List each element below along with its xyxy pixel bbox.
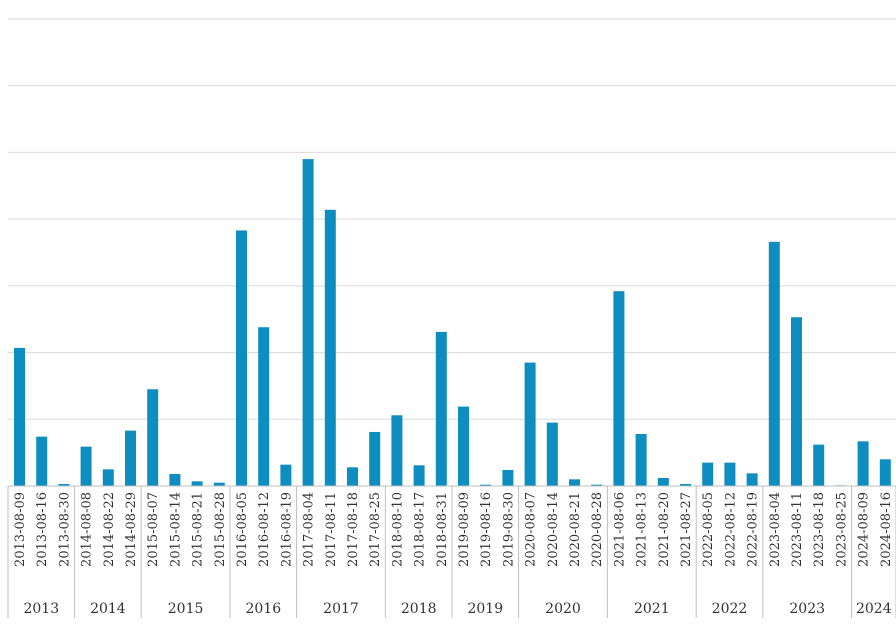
bar — [125, 430, 136, 486]
x-tick-label: 2023-08-25 — [834, 492, 849, 567]
x-tick-label: 2021-08-13 — [635, 492, 650, 567]
bar — [502, 469, 514, 486]
bar — [302, 159, 314, 486]
x-tick-label: 2019-08-30 — [501, 492, 516, 567]
year-label: 2015 — [168, 601, 204, 617]
x-tick-label: 2018-08-10 — [390, 492, 405, 567]
x-tick-label: 2022-08-19 — [746, 492, 761, 567]
bar — [80, 446, 92, 486]
bar — [613, 291, 625, 486]
x-tick-label: 2016-08-05 — [235, 492, 250, 567]
x-tick-label: 2021-08-20 — [657, 492, 672, 567]
bar — [813, 444, 825, 486]
bar — [191, 481, 203, 486]
bar — [768, 241, 780, 486]
x-tick-label: 2015-08-14 — [168, 492, 183, 567]
year-label: 2016 — [245, 601, 281, 617]
bar — [347, 467, 358, 486]
x-tick-label: 2020-08-21 — [568, 492, 583, 567]
x-tick-label: 2018-08-17 — [413, 492, 428, 567]
x-tick-label: 2013-08-16 — [35, 492, 50, 567]
bar — [746, 473, 758, 486]
year-label: 2020 — [545, 601, 581, 617]
x-tick-label: 2019-08-16 — [479, 492, 494, 567]
x-tick-label: 2017-08-04 — [302, 492, 317, 567]
x-tick-label: 2014-08-29 — [124, 492, 139, 567]
x-tick-label: 2023-08-18 — [812, 492, 827, 567]
year-label: 2014 — [90, 601, 126, 617]
x-tick-label: 2021-08-27 — [679, 492, 694, 567]
bar — [546, 422, 558, 486]
bar — [369, 431, 381, 486]
bar — [169, 473, 181, 486]
year-label: 2023 — [789, 601, 825, 617]
bar — [724, 462, 736, 486]
bar — [280, 464, 292, 486]
x-tick-label: 2016-08-12 — [257, 492, 272, 567]
bar — [435, 331, 447, 486]
bar — [147, 389, 159, 486]
bar — [879, 459, 891, 486]
x-tick-label: 2015-08-21 — [191, 492, 206, 567]
x-tick-label: 2020-08-07 — [524, 492, 539, 567]
x-tick-label: 2022-08-05 — [701, 492, 716, 567]
x-tick-label: 2024-08-16 — [879, 492, 894, 567]
bar — [458, 406, 469, 486]
x-tick-label: 2014-08-08 — [80, 492, 95, 567]
x-tick-label: 2022-08-12 — [723, 492, 738, 567]
gridlines — [8, 18, 896, 420]
bar — [569, 479, 580, 486]
x-tick-label: 2013-08-30 — [57, 492, 72, 567]
x-tick-label: 2023-08-11 — [790, 492, 805, 567]
bar — [680, 483, 691, 486]
bar — [391, 415, 403, 486]
year-label: 2024 — [856, 601, 892, 617]
x-tick-labels: 2013-08-09 2013-08-16 2013-08-30 2014-08-08… — [13, 492, 894, 567]
bar — [791, 317, 802, 486]
x-tick-label: 2021-08-06 — [612, 492, 627, 567]
bar — [324, 209, 336, 486]
x-tick-label: 2015-08-07 — [146, 492, 161, 567]
x-tick-label: 2020-08-28 — [590, 492, 605, 567]
bar — [857, 441, 869, 486]
x-tick-label: 2016-08-19 — [279, 492, 294, 567]
year-label: 2021 — [634, 601, 670, 617]
x-tick-label: 2017-08-25 — [368, 492, 383, 567]
year-label: 2013 — [23, 601, 59, 617]
year-label: 2019 — [467, 601, 503, 617]
year-label: 2017 — [323, 601, 359, 617]
bar — [236, 230, 247, 486]
year-label: 2022 — [712, 601, 748, 617]
x-tick-label: 2017-08-11 — [324, 492, 339, 567]
bar — [635, 433, 647, 486]
x-tick-label: 2019-08-09 — [457, 492, 472, 567]
bar — [102, 469, 114, 486]
bar — [591, 484, 603, 486]
bar — [58, 483, 70, 486]
x-tick-label: 2013-08-09 — [13, 492, 28, 567]
bar — [702, 462, 714, 486]
x-tick-label: 2015-08-28 — [213, 492, 228, 567]
x-tick-label: 2024-08-09 — [857, 492, 872, 567]
x-tick-label: 2020-08-14 — [546, 492, 561, 567]
x-tick-label: 2023-08-04 — [768, 492, 783, 567]
bar — [213, 482, 225, 486]
bars — [14, 159, 891, 486]
bar — [480, 484, 492, 486]
bar — [258, 327, 270, 486]
year-label: 2018 — [401, 601, 437, 617]
bar — [14, 347, 25, 486]
year-group-labels: 2013 2014 2015 2016 2017 2018 2019 2020 2021 2022… — [7, 486, 896, 618]
x-tick-label: 2014-08-22 — [102, 492, 117, 567]
bar — [657, 477, 669, 486]
bar — [36, 436, 48, 486]
bar — [524, 362, 536, 486]
bar — [413, 465, 425, 486]
x-tick-label: 2018-08-31 — [435, 492, 450, 567]
x-tick-label: 2017-08-18 — [346, 492, 361, 567]
